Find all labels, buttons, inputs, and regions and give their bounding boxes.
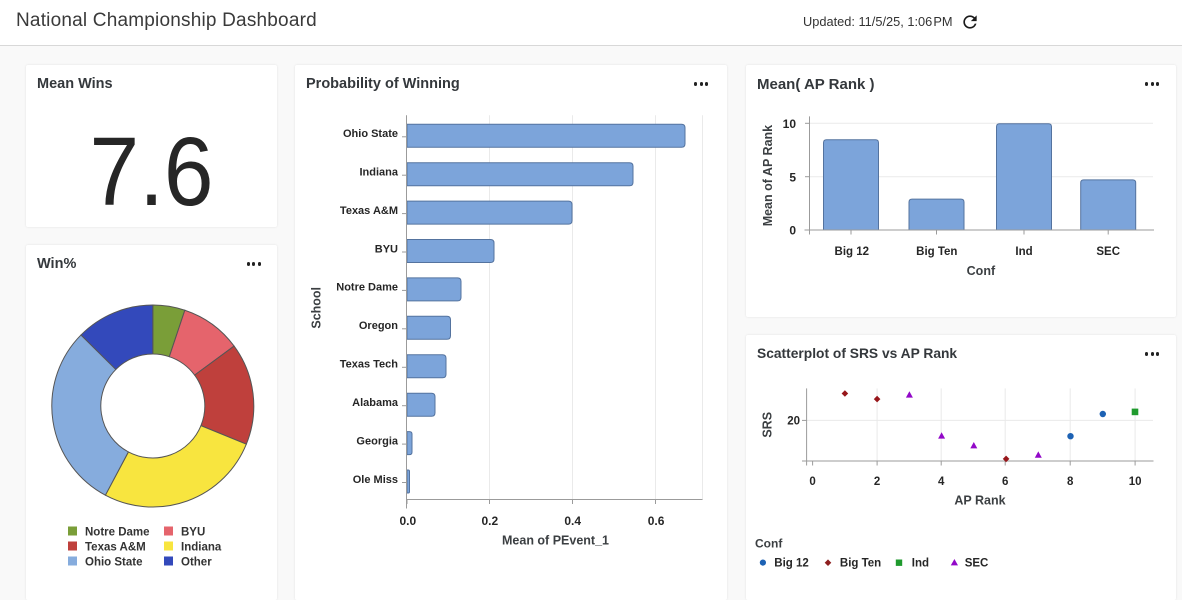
- svg-text:Notre Dame: Notre Dame: [336, 282, 398, 294]
- svg-text:Texas Tech: Texas Tech: [340, 359, 399, 371]
- svg-text:10: 10: [783, 117, 797, 131]
- svg-text:2: 2: [874, 476, 880, 488]
- svg-text:Georgia: Georgia: [356, 435, 398, 447]
- svg-text:Ohio State: Ohio State: [85, 557, 143, 569]
- svg-text:SEC: SEC: [965, 557, 989, 569]
- svg-text:Ohio State: Ohio State: [343, 128, 398, 140]
- svg-text:Conf: Conf: [967, 264, 996, 278]
- svg-text:BYU: BYU: [375, 243, 398, 255]
- svg-text:0.4: 0.4: [564, 514, 581, 528]
- svg-text:Texas A&M: Texas A&M: [340, 205, 398, 217]
- svg-text:5: 5: [789, 170, 796, 184]
- svg-text:School: School: [309, 287, 323, 329]
- svg-text:8: 8: [1067, 476, 1074, 488]
- svg-text:Big Ten: Big Ten: [916, 246, 957, 258]
- svg-text:BYU: BYU: [181, 527, 205, 539]
- svg-text:Oregon: Oregon: [359, 320, 398, 332]
- svg-text:Alabama: Alabama: [352, 397, 399, 409]
- svg-text:20: 20: [787, 415, 800, 427]
- svg-text:Conf: Conf: [755, 536, 783, 550]
- svg-text:SEC: SEC: [1096, 246, 1120, 258]
- svg-text:0.0: 0.0: [399, 514, 416, 528]
- svg-text:4: 4: [938, 476, 945, 488]
- svg-text:6: 6: [1002, 476, 1008, 488]
- svg-text:Ind: Ind: [912, 557, 929, 569]
- svg-text:Ole Miss: Ole Miss: [353, 474, 398, 486]
- svg-text:0.6: 0.6: [648, 514, 665, 528]
- svg-text:Mean of AP Rank: Mean of AP Rank: [761, 125, 775, 226]
- svg-text:Notre Dame: Notre Dame: [85, 527, 150, 539]
- svg-text:Ind: Ind: [1015, 246, 1032, 258]
- svg-text:SRS: SRS: [761, 412, 775, 438]
- svg-text:Indiana: Indiana: [359, 167, 398, 179]
- svg-text:AP Rank: AP Rank: [954, 493, 1005, 507]
- svg-text:Big 12: Big 12: [774, 557, 809, 569]
- svg-text:0: 0: [789, 224, 796, 238]
- svg-text:Indiana: Indiana: [181, 542, 222, 554]
- svg-text:Big Ten: Big Ten: [840, 557, 881, 569]
- svg-text:Other: Other: [181, 557, 212, 569]
- svg-text:Mean of PEvent_1: Mean of PEvent_1: [502, 533, 609, 547]
- svg-text:Texas A&M: Texas A&M: [85, 542, 146, 554]
- svg-text:0.2: 0.2: [481, 514, 498, 528]
- svg-text:10: 10: [1129, 476, 1142, 488]
- svg-text:0: 0: [809, 476, 815, 488]
- svg-text:Big 12: Big 12: [835, 246, 870, 258]
